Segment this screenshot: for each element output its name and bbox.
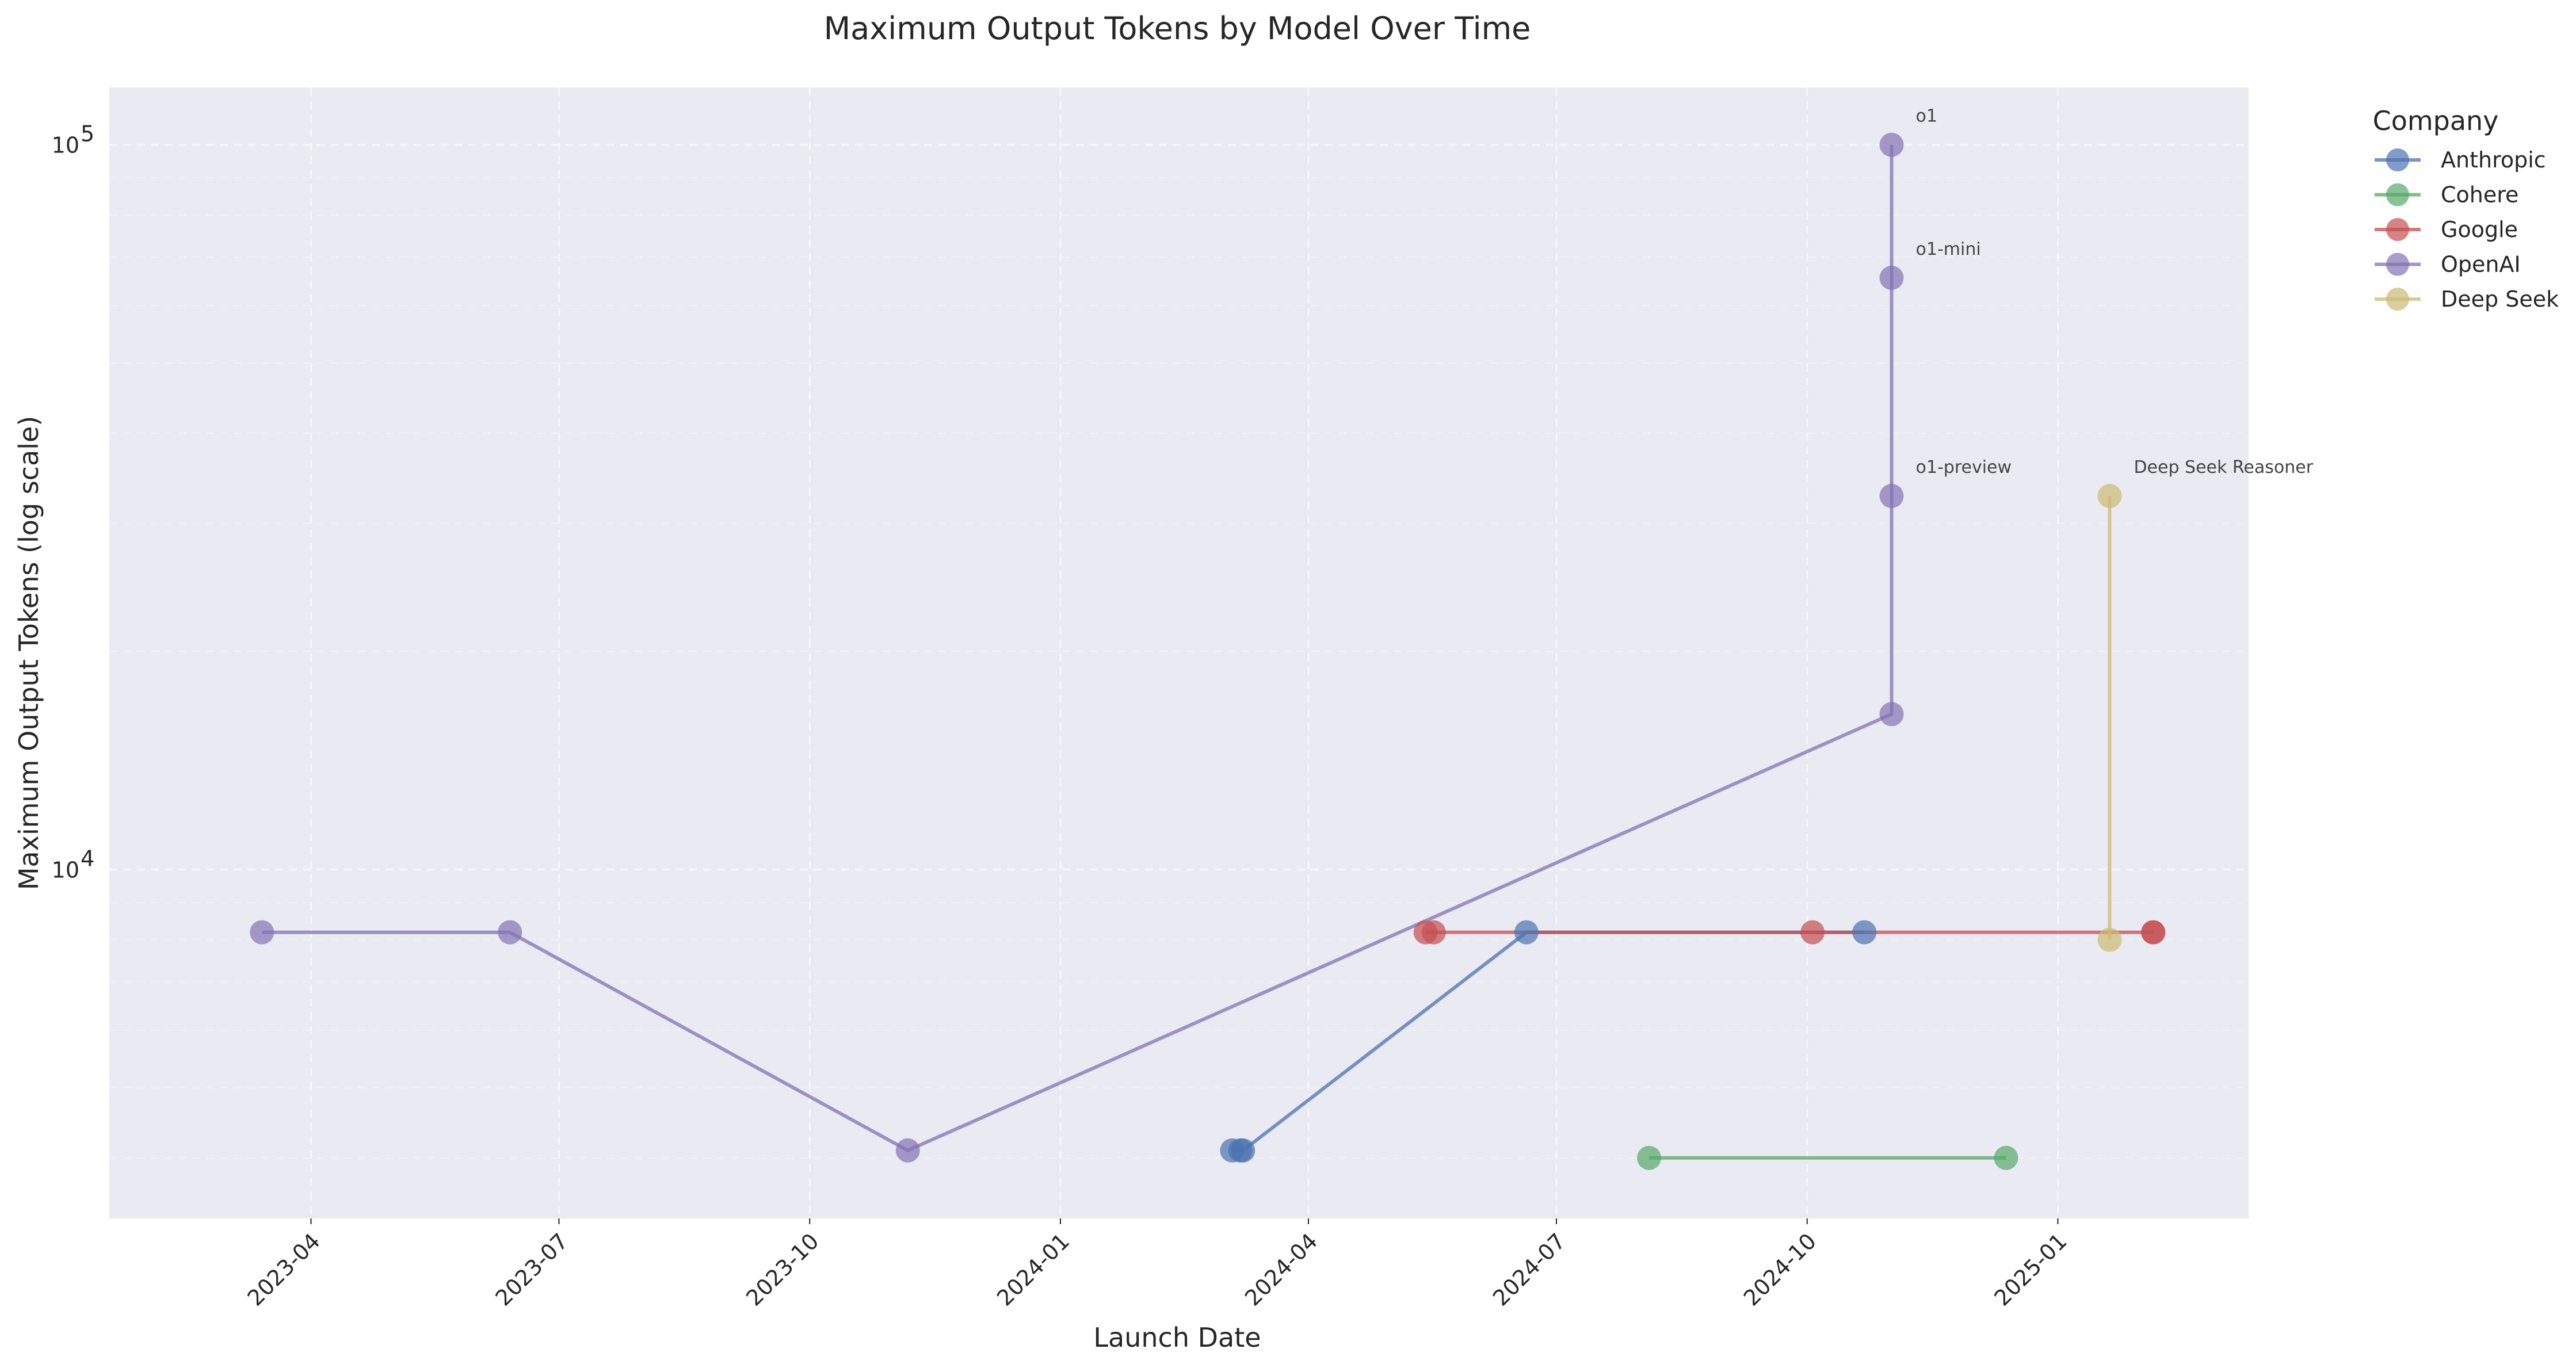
y-tick-label: 10	[52, 857, 79, 882]
data-point-openai	[1879, 132, 1904, 157]
data-point-google	[1421, 920, 1446, 945]
legend-label-deep-seek: Deep Seek	[2441, 286, 2559, 312]
annotation-o1-preview: o1-preview	[1916, 457, 2012, 477]
data-point-deep-seek	[2097, 484, 2122, 509]
x-tick-label: 2023-07	[490, 1228, 573, 1310]
legend-title: Company	[2373, 105, 2499, 136]
x-tick-label: 2024-07	[1488, 1228, 1570, 1310]
chart-title: Maximum Output Tokens by Model Over Time	[824, 10, 1531, 47]
y-tick-label: 10	[52, 133, 79, 158]
y-axis-label: Maximum Output Tokens (log scale)	[13, 416, 44, 890]
data-point-anthropic	[1231, 1138, 1255, 1163]
data-point-anthropic	[1514, 920, 1539, 945]
x-tick-label: 2023-04	[242, 1228, 325, 1310]
annotation-o1-mini: o1-mini	[1916, 239, 1981, 259]
legend: Company Anthropic Cohere Google OpenAI Deep …	[2373, 105, 2559, 312]
legend-label-anthropic: Anthropic	[2441, 147, 2546, 173]
data-point-anthropic	[1852, 920, 1877, 945]
data-point-openai	[895, 1138, 920, 1163]
x-axis-label: Launch Date	[1093, 1322, 1261, 1353]
legend-marker-cohere	[2386, 183, 2409, 207]
legend-marker-openai	[2386, 253, 2409, 276]
series-points	[250, 132, 2166, 1170]
legend-label-google: Google	[2441, 217, 2518, 242]
data-point-google	[2141, 920, 2166, 945]
annotation-deep-seek-reasoner: Deep Seek Reasoner	[2134, 457, 2313, 477]
data-point-google	[1800, 920, 1825, 945]
y-tick-exponent: 4	[81, 846, 94, 871]
annotations: o1-preview o1-mini o1 Deep Seek Reasoner	[1916, 106, 2314, 477]
data-point-openai	[498, 920, 522, 945]
data-point-openai	[1879, 702, 1904, 727]
data-point-cohere	[1637, 1145, 1662, 1170]
legend-label-cohere: Cohere	[2441, 182, 2518, 208]
legend-marker-anthropic	[2386, 148, 2409, 171]
x-tick-label: 2024-04	[1240, 1228, 1322, 1310]
x-axis-ticks: 2023-04 2023-07 2023-10 2024-01 2024-04 2024-…	[242, 1218, 2072, 1311]
data-point-openai	[1879, 265, 1904, 290]
x-tick-label: 2024-01	[992, 1228, 1074, 1310]
legend-label-openai: OpenAI	[2441, 252, 2521, 277]
data-point-openai	[1879, 484, 1904, 509]
data-point-cohere	[1994, 1145, 2018, 1170]
data-point-openai	[250, 920, 274, 945]
y-tick-exponent: 5	[81, 121, 94, 147]
x-tick-label: 2023-10	[741, 1228, 823, 1310]
legend-marker-google	[2386, 218, 2409, 241]
data-point-deep-seek	[2097, 927, 2122, 952]
annotation-o1: o1	[1916, 106, 1937, 127]
x-tick-label: 2024-10	[1739, 1228, 1821, 1310]
legend-marker-deep-seek	[2386, 288, 2409, 311]
x-tick-label: 2025-01	[1989, 1228, 2071, 1310]
